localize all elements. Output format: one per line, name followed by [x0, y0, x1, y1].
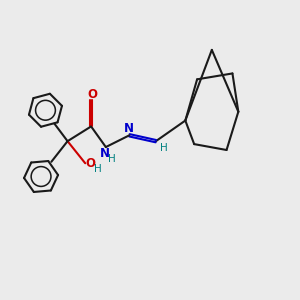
Text: N: N	[124, 122, 134, 135]
Text: H: H	[108, 154, 116, 164]
Text: H: H	[160, 142, 168, 153]
Text: N: N	[100, 147, 110, 160]
Text: H: H	[94, 164, 101, 174]
Text: O: O	[88, 88, 98, 101]
Text: O: O	[85, 157, 95, 170]
